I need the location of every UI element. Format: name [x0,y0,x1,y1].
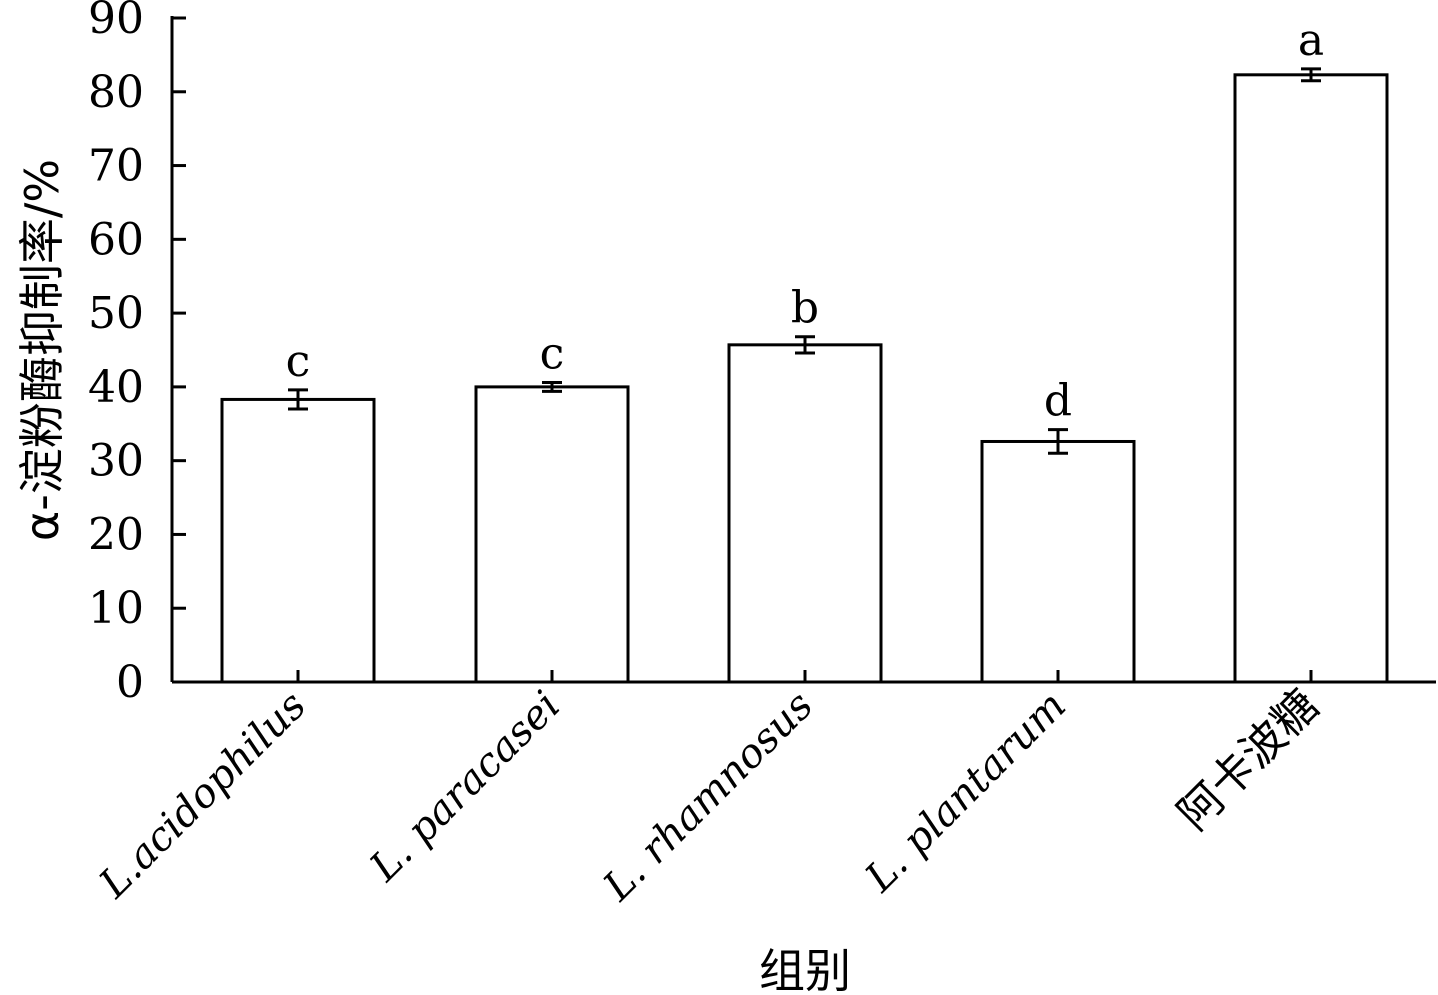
significance-label: c [540,328,565,379]
bar [474,385,630,684]
bar [727,343,883,684]
significance-label: c [286,336,311,387]
y-tick-label: 0 [116,657,144,708]
bars-group [220,73,1389,684]
x-category-label: L. plantarum [856,683,1075,902]
x-category-label: L.acidophilus [90,683,315,908]
y-ticks-group: 0 10 20 30 40 50 60 70 80 90 [88,0,186,708]
error-bars-group [288,67,1321,455]
x-category-labels-group: L.acidophilus L. paracasei L. rhamnosus L. … [90,680,1329,911]
bar [980,439,1136,684]
significance-labels-group: c c b d a [286,15,1324,427]
y-tick-label: 80 [88,67,144,118]
y-tick-label: 90 [88,0,144,44]
significance-label: d [1044,376,1072,427]
x-axis-title: 组别 [759,944,851,995]
x-category-label: 阿卡波糖 [1168,680,1329,841]
x-category-label: L. paracasei [361,683,569,891]
axes-group [170,16,1436,684]
bar [220,397,376,684]
y-tick-label: 30 [88,436,144,487]
bar [1233,73,1389,684]
y-tick-label: 70 [88,141,144,192]
y-tick-label: 20 [88,509,144,560]
y-tick-label: 10 [88,583,144,634]
y-tick-label: 60 [88,214,144,265]
x-category-label: L. rhamnosus [594,683,822,911]
y-tick-label: 40 [88,362,144,413]
significance-label: b [791,283,819,334]
y-axis-title: α-淀粉酶抑制率/% [15,159,69,541]
y-tick-label: 50 [88,288,144,339]
significance-label: a [1298,15,1324,66]
